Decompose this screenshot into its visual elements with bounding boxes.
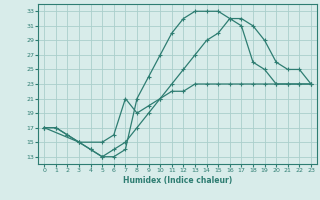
X-axis label: Humidex (Indice chaleur): Humidex (Indice chaleur) [123, 176, 232, 185]
